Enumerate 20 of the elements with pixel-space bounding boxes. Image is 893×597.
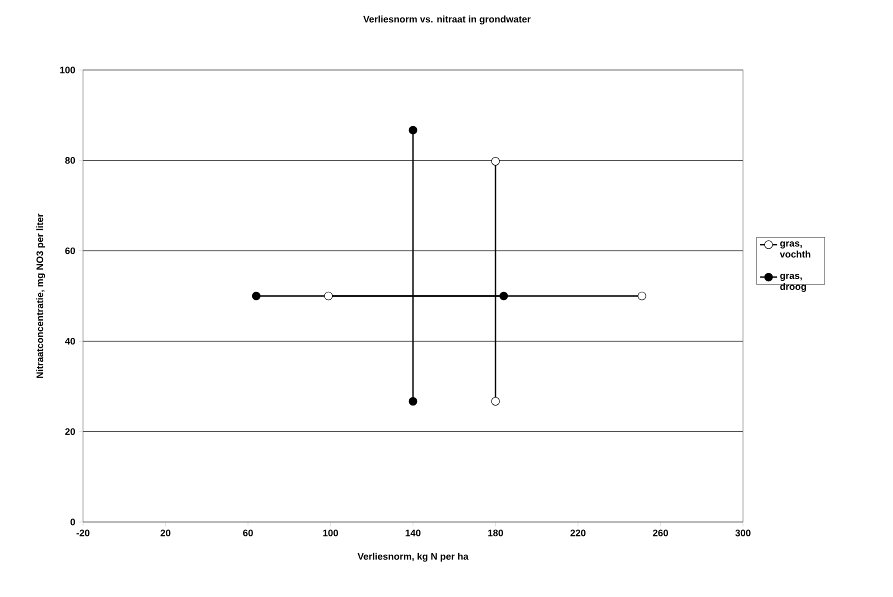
chart-title: Verliesnorm vs. nitraat in grondwater: [363, 16, 531, 24]
x-tick-label: 140: [406, 530, 421, 536]
y-tick-label: 100: [60, 66, 75, 74]
x-tick-label: 260: [652, 530, 668, 536]
y-tick-label: 20: [65, 428, 76, 435]
y-tick-label: 40: [65, 338, 76, 345]
y-tick-label: 60: [65, 247, 76, 254]
x-axis-title: Verliesnorm, kg N per ha: [358, 552, 469, 562]
x-tick-label: 180: [488, 530, 504, 536]
legend-label: gras, droog: [780, 274, 806, 292]
y-tick-label: 0: [70, 518, 76, 526]
x-tick-label: 300: [735, 530, 751, 536]
x-tick-label: 60: [243, 530, 253, 536]
legend-label: gras, vochth: [780, 241, 810, 258]
x-tick-label: 100: [323, 530, 338, 536]
x-tick-label: 20: [160, 530, 170, 536]
y-axis-title: Nitraatconcentratie, mg NO3 per liter: [36, 214, 46, 378]
x-tick-label: -20: [76, 530, 90, 536]
x-tick-label: 220: [570, 530, 586, 536]
y-tick-label: 80: [65, 157, 76, 164]
